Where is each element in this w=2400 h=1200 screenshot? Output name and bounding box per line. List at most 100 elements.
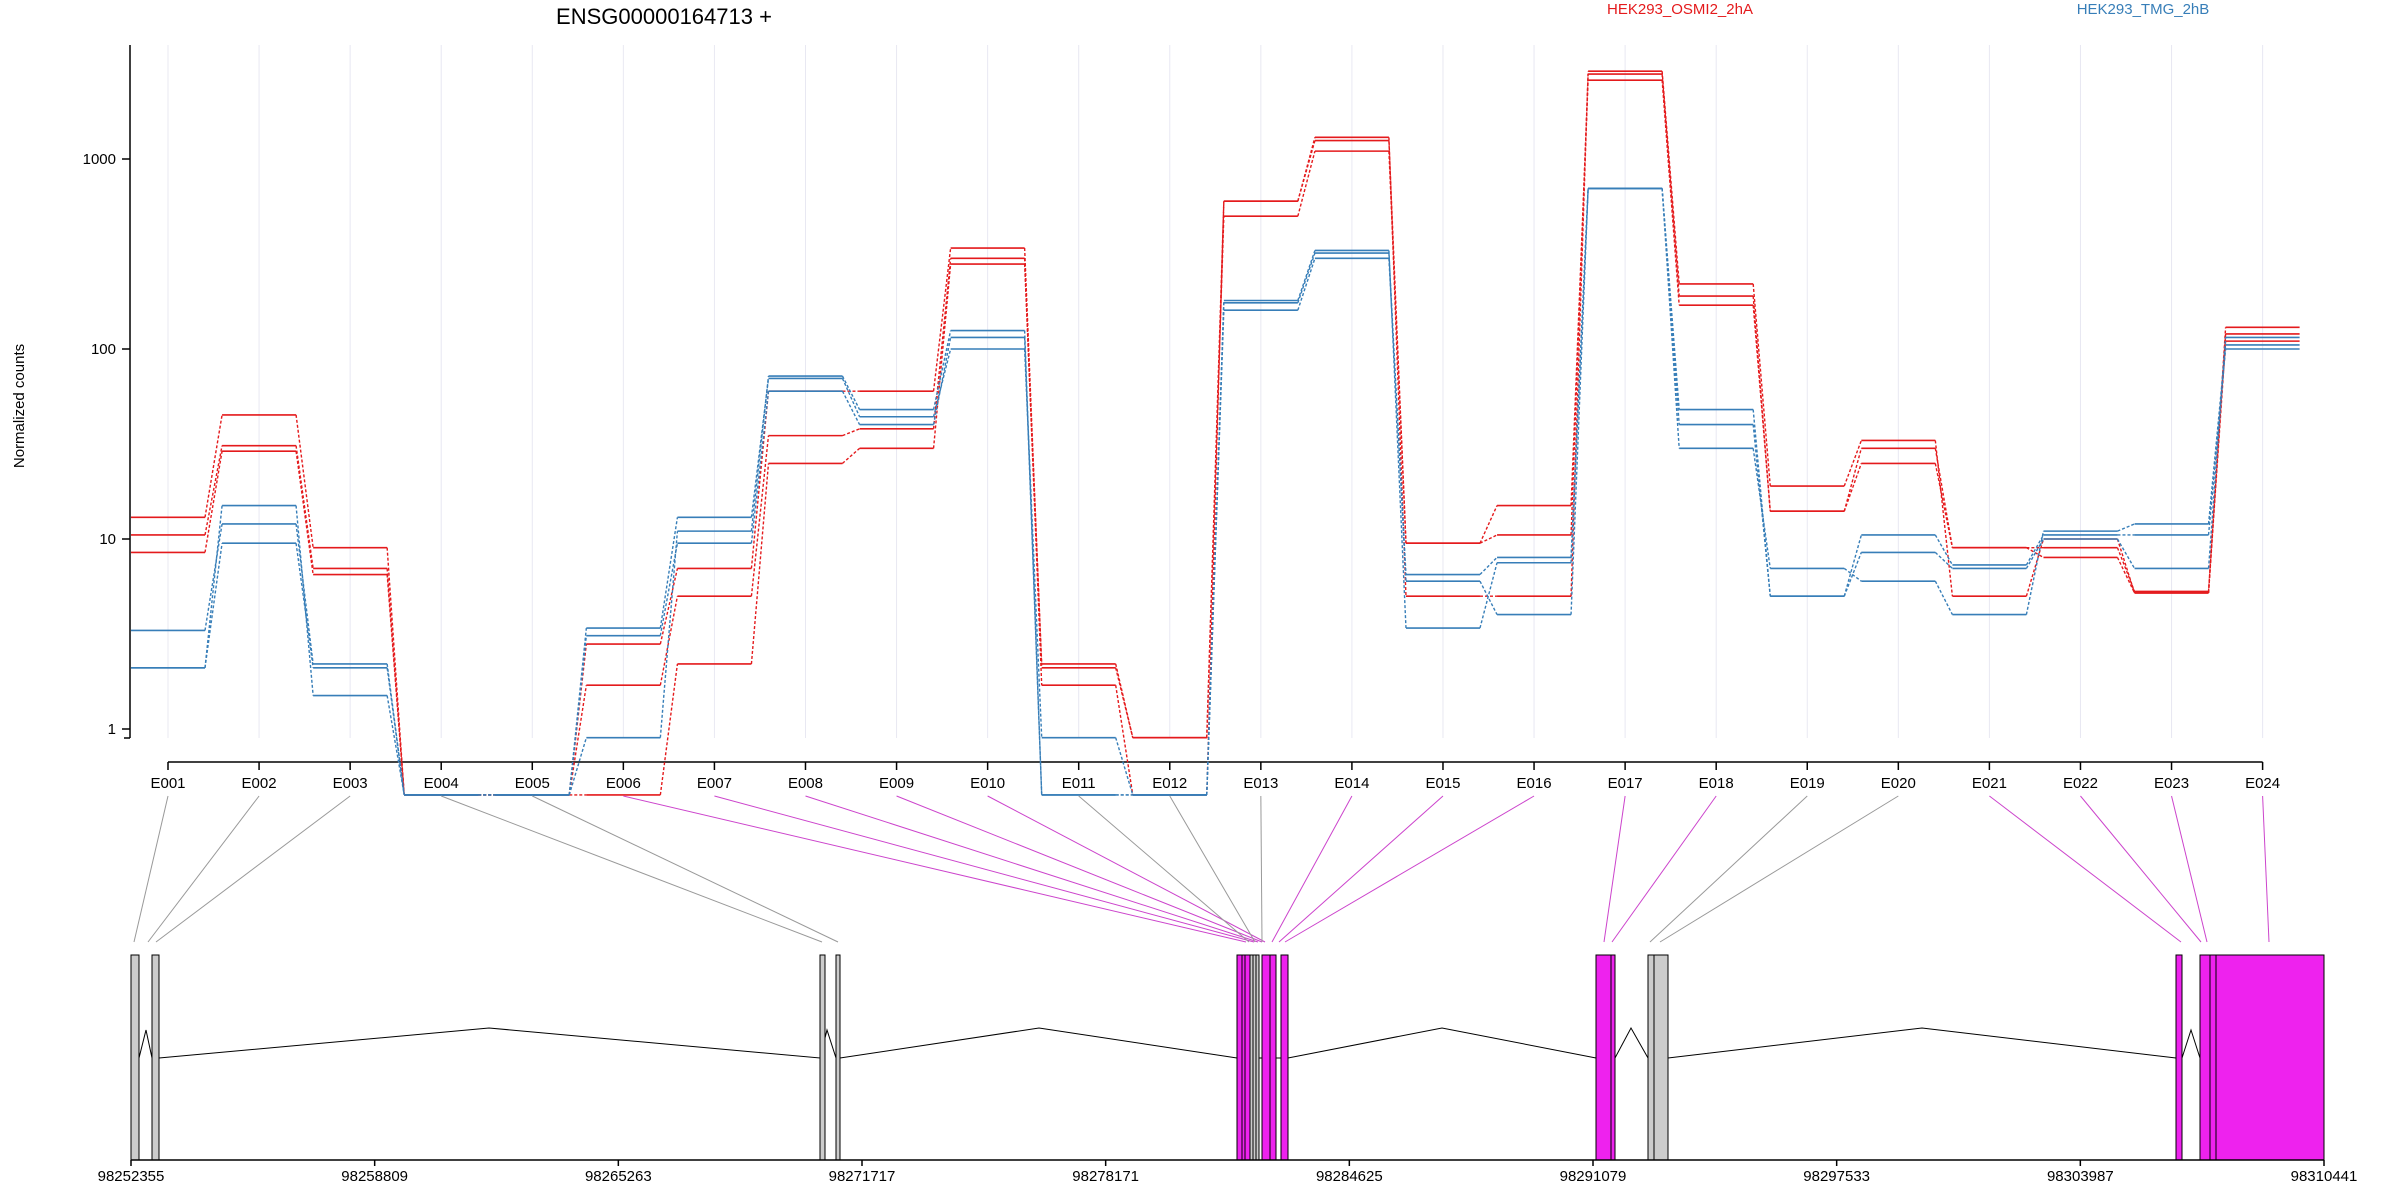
series-connector (1479, 580, 1498, 615)
coordinate-label: 98297533 (1803, 1168, 1870, 1185)
series-connector (659, 663, 679, 795)
series-connector (1934, 534, 1954, 566)
series-connector (1752, 283, 1771, 487)
exon-connector (1659, 795, 1899, 943)
series-connector (1479, 505, 1498, 544)
x-axis: E001 E002 E003 E004 E005 E006 E007 E008 E009 E010… (150, 761, 2280, 792)
exon-box (1610, 954, 1616, 1161)
x-tick-label: E006 (606, 775, 641, 792)
exon-box (1252, 954, 1257, 1161)
series-connector (2207, 348, 2227, 536)
coordinate-label: 98291079 (1560, 1168, 1627, 1185)
exon-box (1653, 954, 1669, 1161)
series-connector (1115, 737, 1134, 796)
series-connector (841, 378, 861, 418)
series-connector (1388, 140, 1407, 544)
coordinate-label: 98252355 (98, 1168, 165, 1185)
y-tick-label: 10 (99, 531, 116, 548)
exon-connector (2080, 795, 2202, 943)
x-tick-label: E011 (1062, 775, 1096, 792)
exon-connector (714, 795, 1255, 943)
x-tick-label: E004 (424, 775, 459, 792)
series-connector (2207, 337, 2227, 569)
series-connector (1752, 409, 1771, 597)
series-line (131, 70, 2300, 796)
series-connector (386, 574, 405, 795)
series-connector (204, 543, 223, 668)
exon-connector (987, 795, 1266, 943)
series-connector (1752, 448, 1771, 569)
series-connector (295, 523, 314, 665)
exon-connector (1169, 795, 1256, 943)
series-connector (1843, 534, 1863, 597)
series-connector (1570, 74, 1589, 535)
series-connector (1388, 250, 1407, 629)
intron-line (138, 1026, 2201, 1059)
coordinate-label: 98278171 (1072, 1168, 1139, 1185)
series-connector (1843, 448, 1863, 512)
x-tick-label: E014 (1334, 775, 1369, 792)
series-connector (659, 517, 679, 629)
series-connector (932, 330, 952, 410)
series-connector (1934, 440, 1954, 597)
series-connector (932, 258, 952, 429)
exon-connector (532, 795, 839, 943)
series-connector (1570, 188, 1589, 563)
series-connector (659, 543, 679, 636)
series-connector (842, 447, 861, 464)
series-connector (386, 695, 405, 796)
series-connector (568, 737, 588, 796)
series-connector (295, 445, 314, 569)
exon-box (1280, 954, 1289, 1161)
x-tick-label: E001 (150, 775, 185, 792)
series-connector (2116, 538, 2136, 594)
x-tick-label: E021 (1972, 775, 2007, 792)
series-connector (1206, 302, 1225, 795)
series-connector (204, 445, 223, 536)
exon-box (130, 954, 140, 1161)
legend-entry-osmi2: HEK293_OSMI2_2hA (1607, 1, 1753, 18)
series-connector (1661, 73, 1680, 297)
x-tick-label: E022 (2063, 775, 2098, 792)
series-connector (204, 523, 223, 631)
coordinate-label: 98303987 (2047, 1168, 2114, 1185)
exon-connector (1278, 795, 1444, 943)
y-axis-label: Normalized counts (11, 344, 28, 468)
series-connector (1843, 440, 1862, 487)
exon-box (151, 954, 160, 1161)
x-tick-label: E012 (1152, 775, 1187, 792)
exon-connector (1271, 795, 1353, 943)
exon-box (1236, 954, 1243, 1161)
coordinate-label: 98271717 (829, 1168, 896, 1185)
grid (167, 45, 2264, 738)
series-connector (2116, 538, 2136, 569)
series-connector (2026, 547, 2044, 559)
series-connector (2025, 530, 2045, 615)
legend-entry-tmg: HEK293_TMG_2hB (2077, 1, 2210, 18)
exon-box (2175, 954, 2183, 1161)
series-connector (2025, 534, 2045, 566)
series-connector (386, 667, 405, 795)
coordinate-label: 98265263 (585, 1168, 652, 1185)
x-tick-label: E019 (1790, 775, 1825, 792)
series-connector (1752, 295, 1771, 512)
x-tick-label: E020 (1881, 775, 1916, 792)
series-connector (932, 348, 952, 417)
x-tick-label: E002 (242, 775, 277, 792)
exon-connector (805, 795, 1259, 943)
exon-connector (2262, 795, 2270, 943)
x-tick-label: E015 (1425, 775, 1460, 792)
series-connector (659, 568, 679, 645)
series-connector (1661, 188, 1680, 449)
x-tick-label: E024 (2245, 775, 2280, 792)
series-connector (295, 543, 314, 668)
series-connector (1023, 337, 1043, 795)
series-connector (1115, 663, 1134, 738)
series-connector (1297, 137, 1316, 202)
series-connector (1479, 534, 1498, 544)
series-connector (750, 376, 770, 532)
exon-box (1261, 954, 1271, 1161)
series-connector (842, 428, 860, 437)
y-tick-label: 100 (91, 341, 116, 358)
